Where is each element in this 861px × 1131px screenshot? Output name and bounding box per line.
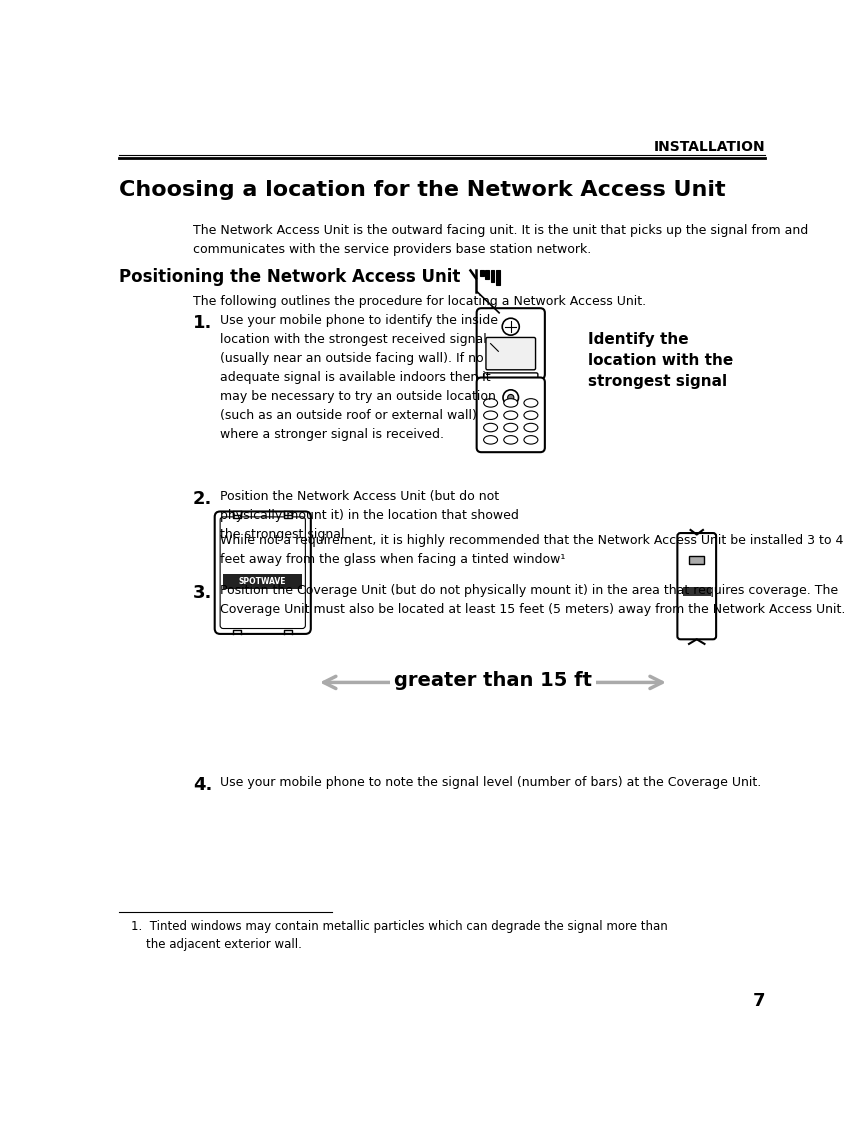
FancyBboxPatch shape bbox=[214, 511, 311, 633]
Bar bbox=[688, 556, 703, 564]
Ellipse shape bbox=[503, 398, 517, 407]
Text: 2.: 2. bbox=[193, 490, 212, 508]
Bar bbox=[233, 511, 241, 518]
Text: Positioning the Network Access Unit: Positioning the Network Access Unit bbox=[119, 268, 460, 286]
FancyBboxPatch shape bbox=[486, 337, 535, 370]
Text: Position the Coverage Unit (but do not physically mount it) in the area that req: Position the Coverage Unit (but do not p… bbox=[220, 584, 845, 616]
Text: The Network Access Unit is the outward facing unit. It is the unit that picks up: The Network Access Unit is the outward f… bbox=[193, 224, 808, 257]
Circle shape bbox=[507, 395, 513, 400]
Ellipse shape bbox=[483, 435, 497, 444]
Text: Identify the
location with the
strongest signal: Identify the location with the strongest… bbox=[587, 333, 733, 389]
Text: The following outlines the procedure for locating a Network Access Unit.: The following outlines the procedure for… bbox=[193, 295, 646, 308]
Ellipse shape bbox=[503, 411, 517, 420]
Text: INSTALLATION: INSTALLATION bbox=[653, 139, 764, 154]
Ellipse shape bbox=[523, 423, 537, 432]
Circle shape bbox=[502, 318, 518, 335]
Ellipse shape bbox=[523, 435, 537, 444]
Text: 1.  Tinted windows may contain metallic particles which can degrade the signal m: 1. Tinted windows may contain metallic p… bbox=[131, 920, 667, 950]
Circle shape bbox=[503, 390, 518, 405]
Text: Choosing a location for the Network Access Unit: Choosing a location for the Network Acce… bbox=[119, 180, 724, 200]
Ellipse shape bbox=[503, 423, 517, 432]
Ellipse shape bbox=[503, 435, 517, 444]
Text: While not a requirement, it is highly recommended that the Network Access Unit b: While not a requirement, it is highly re… bbox=[220, 534, 843, 566]
Text: 3.: 3. bbox=[193, 584, 212, 602]
Bar bbox=[682, 587, 709, 596]
FancyBboxPatch shape bbox=[476, 309, 544, 379]
Ellipse shape bbox=[483, 423, 497, 432]
Ellipse shape bbox=[523, 411, 537, 420]
Text: 7: 7 bbox=[752, 992, 764, 1010]
Ellipse shape bbox=[523, 398, 537, 407]
Text: Use your mobile phone to note the signal level (number of bars) at the Coverage : Use your mobile phone to note the signal… bbox=[220, 776, 760, 789]
Ellipse shape bbox=[483, 411, 497, 420]
FancyBboxPatch shape bbox=[476, 378, 544, 452]
Bar bbox=[490, 270, 494, 282]
Ellipse shape bbox=[483, 398, 497, 407]
Bar bbox=[284, 511, 292, 518]
Bar bbox=[495, 270, 499, 285]
Text: Position the Network Access Unit (but do not
physically mount it) in the locatio: Position the Network Access Unit (but do… bbox=[220, 490, 518, 541]
FancyBboxPatch shape bbox=[220, 517, 305, 629]
Text: Use your mobile phone to identify the inside
location with the strongest receive: Use your mobile phone to identify the in… bbox=[220, 314, 498, 441]
Text: SPOTWAVE: SPOTWAVE bbox=[238, 577, 286, 586]
Text: 1.: 1. bbox=[193, 314, 212, 333]
Bar bbox=[480, 270, 483, 276]
FancyBboxPatch shape bbox=[677, 533, 715, 639]
Text: 4.: 4. bbox=[193, 776, 212, 794]
FancyBboxPatch shape bbox=[483, 373, 537, 386]
Text: greater than 15 ft: greater than 15 ft bbox=[393, 672, 592, 690]
Bar bbox=[223, 573, 302, 589]
Bar bbox=[485, 270, 488, 279]
